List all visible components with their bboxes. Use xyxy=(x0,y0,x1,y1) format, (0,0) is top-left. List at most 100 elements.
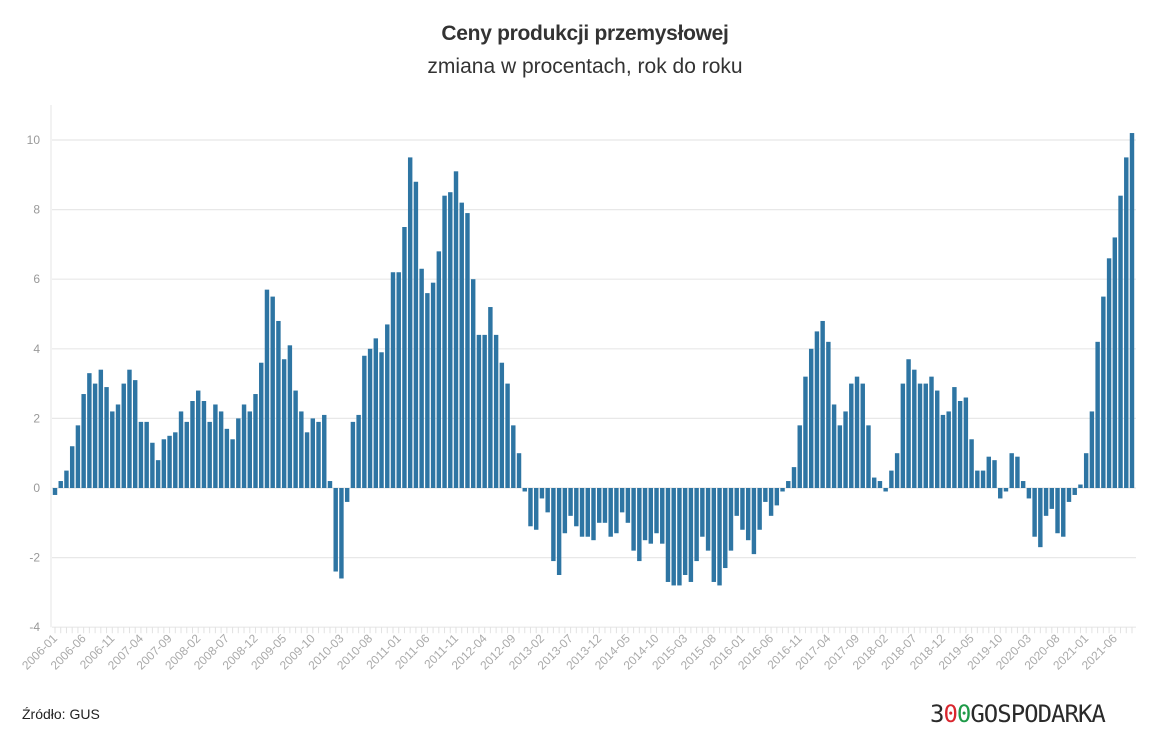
bar xyxy=(132,380,138,488)
bar xyxy=(597,488,602,523)
bar xyxy=(1020,481,1026,488)
bar xyxy=(259,362,264,488)
bar xyxy=(528,488,533,527)
bar xyxy=(906,359,911,488)
bar xyxy=(1129,133,1135,489)
bar xyxy=(1106,258,1112,488)
bar xyxy=(505,383,510,488)
bar xyxy=(419,268,424,488)
bar xyxy=(310,418,316,488)
bar xyxy=(499,362,505,488)
bar xyxy=(940,414,946,488)
bar xyxy=(992,460,997,488)
bar xyxy=(442,195,447,488)
bar xyxy=(493,334,499,488)
brand-logo: 300GOSPODARKA xyxy=(930,700,1106,728)
bar xyxy=(912,369,917,488)
bar xyxy=(230,439,235,488)
bar xyxy=(986,456,991,488)
bar xyxy=(734,488,739,516)
bar xyxy=(568,488,573,516)
bar xyxy=(923,383,928,488)
bar xyxy=(957,401,963,488)
bar xyxy=(92,383,98,488)
bar xyxy=(820,320,825,488)
bar xyxy=(448,192,453,488)
bar xyxy=(677,488,682,586)
bar xyxy=(791,467,797,488)
source-note: Źródło: GUS xyxy=(22,706,100,722)
bar xyxy=(831,404,837,488)
bar xyxy=(293,390,298,488)
bar xyxy=(236,418,241,488)
bar xyxy=(465,213,470,488)
bar xyxy=(264,289,270,488)
y-tick-label: 0 xyxy=(33,481,40,495)
bar xyxy=(121,383,126,488)
bar xyxy=(946,411,951,488)
bar xyxy=(167,435,172,488)
bar xyxy=(682,488,688,575)
bar xyxy=(648,488,654,544)
bar xyxy=(327,481,333,488)
bar xyxy=(190,401,195,488)
bar xyxy=(488,307,493,488)
bar xyxy=(1095,341,1100,488)
bar xyxy=(1015,456,1020,488)
bar xyxy=(207,421,212,488)
bar xyxy=(608,488,613,537)
bar xyxy=(138,421,144,488)
bar xyxy=(281,359,287,488)
bar xyxy=(854,376,860,488)
bar xyxy=(803,376,808,488)
bar xyxy=(671,488,676,586)
bar xyxy=(866,425,871,488)
y-tick-label: 2 xyxy=(33,411,40,425)
bar xyxy=(579,488,585,537)
bar xyxy=(173,432,178,488)
bar xyxy=(1049,488,1055,509)
bar xyxy=(476,334,482,488)
bar xyxy=(218,411,224,488)
bar xyxy=(322,414,327,488)
bar xyxy=(694,488,699,562)
bar xyxy=(705,488,711,551)
bar xyxy=(425,293,430,488)
bar xyxy=(539,488,545,499)
bar xyxy=(751,488,757,555)
bar xyxy=(144,421,149,488)
bar xyxy=(717,488,722,586)
bar xyxy=(373,338,379,488)
bar xyxy=(843,411,848,488)
bar xyxy=(711,488,717,582)
bar xyxy=(556,488,562,575)
bar xyxy=(87,373,92,488)
bar xyxy=(127,369,132,488)
bar xyxy=(533,488,539,530)
bar xyxy=(396,272,401,488)
bar xyxy=(316,421,321,488)
bar xyxy=(339,488,344,579)
bar xyxy=(213,404,218,488)
bar xyxy=(935,390,940,488)
bar xyxy=(619,488,625,513)
bar xyxy=(877,481,883,488)
bar xyxy=(786,481,791,488)
bar xyxy=(52,488,58,495)
bar xyxy=(860,383,865,488)
bar xyxy=(1083,453,1089,488)
bar xyxy=(407,157,413,488)
bar xyxy=(1009,453,1014,488)
bar xyxy=(150,442,155,488)
bar xyxy=(1101,296,1106,488)
bar xyxy=(516,453,522,488)
bar xyxy=(768,488,774,516)
bar xyxy=(814,331,820,488)
bar xyxy=(482,334,487,488)
bar xyxy=(304,432,310,488)
bar xyxy=(849,383,854,488)
bar xyxy=(723,488,728,569)
y-tick-label: 6 xyxy=(33,272,40,286)
y-tick-label: -4 xyxy=(29,620,40,634)
bar xyxy=(574,488,579,527)
